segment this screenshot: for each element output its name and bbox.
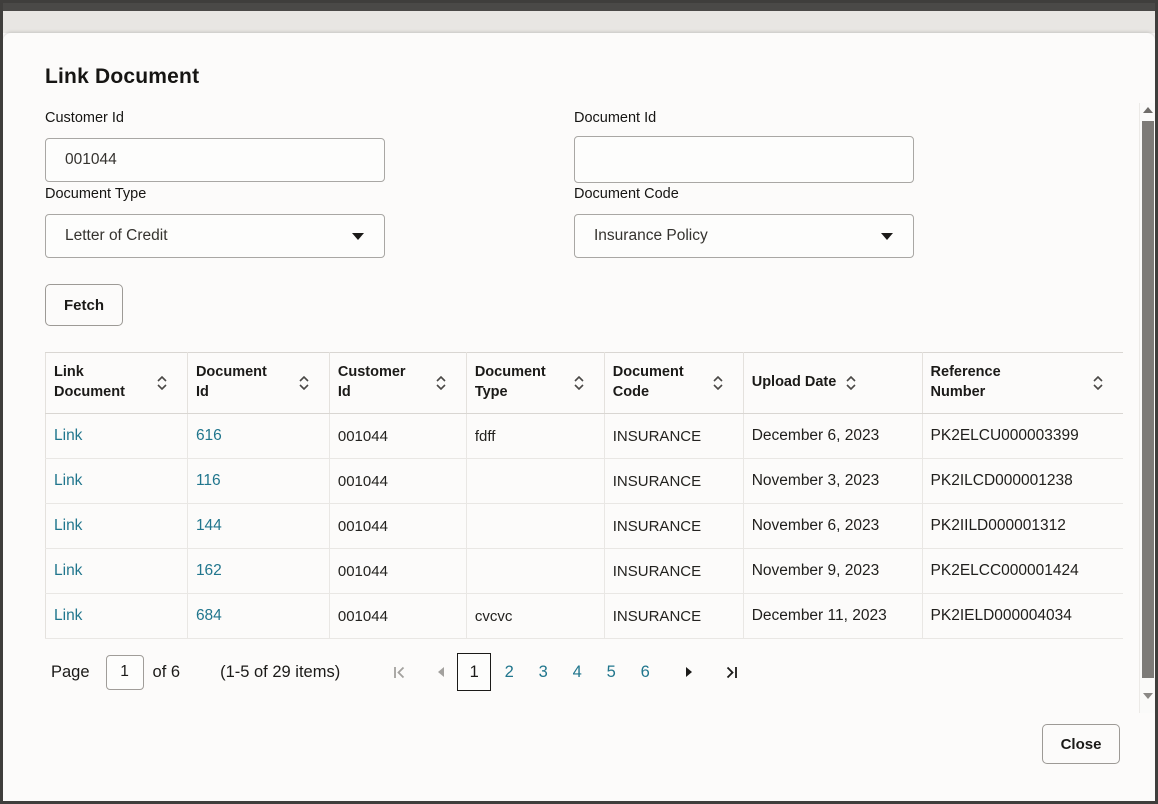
link-action[interactable]: Link xyxy=(54,517,83,534)
chevron-down-icon xyxy=(352,233,364,240)
document-id-link[interactable]: 162 xyxy=(195,562,222,579)
vertical-scrollbar[interactable] xyxy=(1139,103,1155,713)
table-row: Link 162 001044 INSURANCE November 9, 20… xyxy=(45,548,1123,594)
sort-icon[interactable] xyxy=(574,376,584,390)
document-type-cell: fdff xyxy=(466,413,605,459)
document-code-cell: INSURANCE xyxy=(604,503,744,549)
pagination-bar: Page of 6 (1-5 of 29 items) 1 2 3 4 5 6 xyxy=(45,651,1125,693)
customer-id-cell: 001044 xyxy=(329,413,467,459)
document-type-select[interactable]: Letter of Credit xyxy=(45,214,385,258)
document-id-input[interactable] xyxy=(574,136,914,183)
upload-date-cell: November 3, 2023 xyxy=(743,458,923,504)
table-row: Link 144 001044 INSURANCE November 6, 20… xyxy=(45,503,1123,549)
sort-icon[interactable] xyxy=(436,376,446,390)
document-id-link[interactable]: 116 xyxy=(195,472,221,489)
customer-id-label: Customer Id xyxy=(45,110,124,126)
upload-date-cell: November 6, 2023 xyxy=(743,503,923,549)
link-action[interactable]: Link xyxy=(54,472,83,489)
document-type-cell xyxy=(466,503,605,549)
document-code-cell: INSURANCE xyxy=(604,458,744,504)
document-code-cell: INSURANCE xyxy=(604,413,744,459)
column-header-reference-number[interactable]: Reference Number xyxy=(922,352,1123,414)
sort-icon[interactable] xyxy=(713,376,723,390)
column-header-upload-date[interactable]: Upload Date xyxy=(743,352,923,414)
customer-id-cell: 001044 xyxy=(329,458,467,504)
column-header-document-id[interactable]: Document Id xyxy=(187,352,330,414)
last-page-icon[interactable] xyxy=(716,657,746,687)
page-link-1[interactable]: 1 xyxy=(457,653,492,691)
link-action[interactable]: Link xyxy=(54,427,83,444)
scroll-down-icon[interactable] xyxy=(1143,693,1153,699)
document-code-selected-value: Insurance Policy xyxy=(594,227,708,244)
close-button[interactable]: Close xyxy=(1042,724,1120,764)
fetch-button[interactable]: Fetch xyxy=(45,284,123,326)
sort-icon[interactable] xyxy=(846,376,856,390)
customer-id-cell: 001044 xyxy=(329,593,467,639)
scroll-up-icon[interactable] xyxy=(1143,107,1153,113)
document-code-label: Document Code xyxy=(574,186,679,202)
customer-id-cell: 001044 xyxy=(329,503,467,549)
scrollbar-thumb[interactable] xyxy=(1142,121,1154,678)
document-type-label: Document Type xyxy=(45,186,147,202)
upload-date-cell: November 9, 2023 xyxy=(743,548,923,594)
documents-table: Link Document Document Id Customer Id Do… xyxy=(45,352,1123,639)
reference-number-cell: PK2ILCD000001238 xyxy=(922,458,1123,504)
page-label: Page xyxy=(51,662,90,681)
items-summary: (1-5 of 29 items) xyxy=(220,662,341,681)
table-header-row: Link Document Document Id Customer Id Do… xyxy=(45,352,1123,414)
page-link-5[interactable]: 5 xyxy=(606,662,616,681)
page-title: Link Document xyxy=(45,65,200,88)
document-id-link[interactable]: 616 xyxy=(195,427,222,444)
reference-number-cell: PK2ELCC000001424 xyxy=(922,548,1123,594)
page-link-4[interactable]: 4 xyxy=(572,662,582,681)
modal-panel: Link Document Customer Id Document Id Do… xyxy=(3,33,1155,801)
previous-page-icon[interactable] xyxy=(426,657,456,687)
document-code-cell: INSURANCE xyxy=(604,593,744,639)
document-id-label: Document Id xyxy=(574,110,657,126)
page-of-label: of 6 xyxy=(152,662,181,681)
link-action[interactable]: Link xyxy=(54,562,83,579)
sort-icon[interactable] xyxy=(157,376,167,390)
document-type-cell xyxy=(466,548,605,594)
document-code-select[interactable]: Insurance Policy xyxy=(574,214,914,258)
table-row: Link 116 001044 INSURANCE November 3, 20… xyxy=(45,458,1123,504)
sort-icon[interactable] xyxy=(299,376,309,390)
reference-number-cell: PK2IILD000001312 xyxy=(922,503,1123,549)
customer-id-input[interactable] xyxy=(45,138,385,182)
column-header-link-document[interactable]: Link Document xyxy=(45,352,188,414)
document-type-cell xyxy=(466,458,605,504)
document-id-link[interactable]: 684 xyxy=(195,607,222,624)
background-page-header xyxy=(3,3,1155,11)
column-header-document-code[interactable]: Document Code xyxy=(604,352,744,414)
chevron-down-icon xyxy=(881,233,893,240)
page-link-3[interactable]: 3 xyxy=(538,662,548,681)
table-row: Link 684 001044 cvcvc INSURANCE December… xyxy=(45,593,1123,639)
document-type-cell: cvcvc xyxy=(466,593,605,639)
document-code-cell: INSURANCE xyxy=(604,548,744,594)
page-number-input[interactable] xyxy=(105,654,144,690)
upload-date-cell: December 6, 2023 xyxy=(743,413,923,459)
first-page-icon[interactable] xyxy=(384,657,414,687)
link-action[interactable]: Link xyxy=(54,607,83,624)
document-type-selected-value: Letter of Credit xyxy=(65,227,168,244)
page-link-6[interactable]: 6 xyxy=(640,662,650,681)
upload-date-cell: December 11, 2023 xyxy=(743,593,923,639)
reference-number-cell: PK2ELCU000003399 xyxy=(922,413,1123,459)
page-link-2[interactable]: 2 xyxy=(504,662,514,681)
column-header-document-type[interactable]: Document Type xyxy=(466,352,605,414)
sort-icon[interactable] xyxy=(1093,376,1103,390)
table-row: Link 616 001044 fdff INSURANCE December … xyxy=(45,413,1123,459)
column-header-customer-id[interactable]: Customer Id xyxy=(329,352,467,414)
pagination-nav: 1 2 3 4 5 6 xyxy=(384,653,746,691)
document-id-link[interactable]: 144 xyxy=(195,517,222,534)
next-page-icon[interactable] xyxy=(674,657,704,687)
customer-id-cell: 001044 xyxy=(329,548,467,594)
reference-number-cell: PK2IELD000004034 xyxy=(922,593,1123,639)
background-page-strip xyxy=(3,11,1155,33)
